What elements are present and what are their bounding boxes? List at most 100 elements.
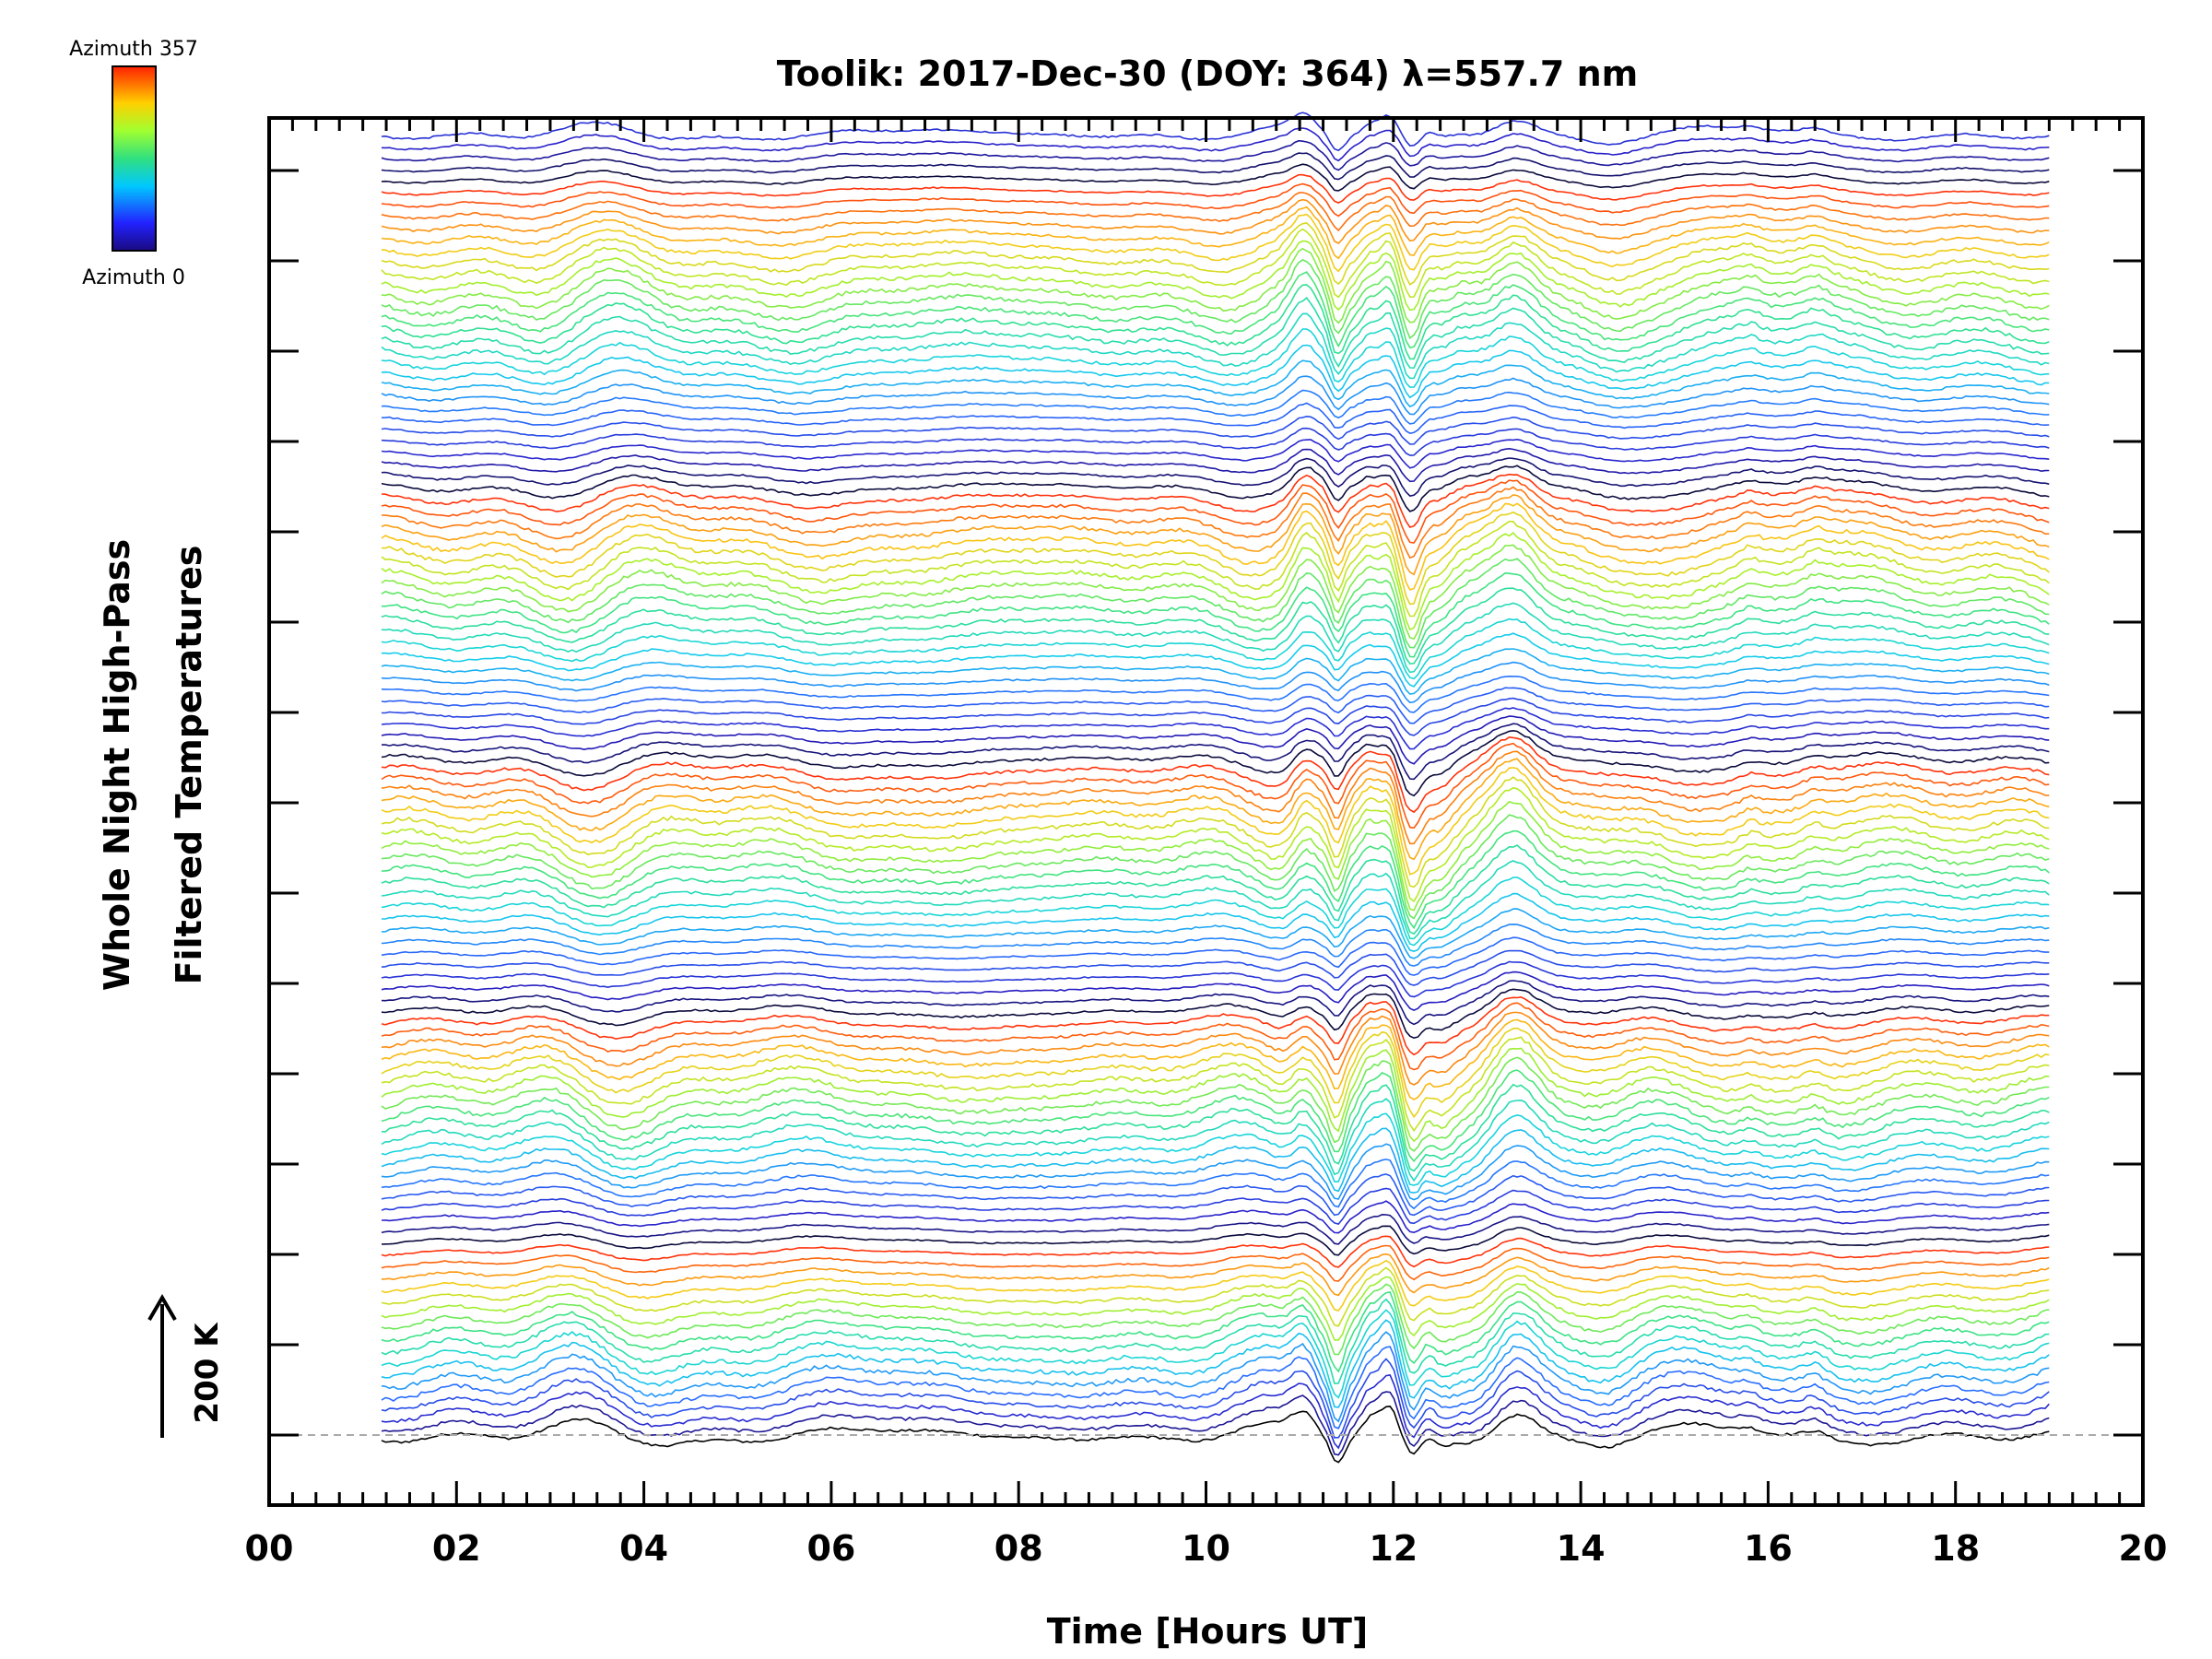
y-axis-label-line1: Whole Night High-Pass <box>97 539 137 991</box>
series-line <box>381 675 2050 713</box>
series-line <box>381 284 2050 360</box>
series-line <box>381 240 2050 312</box>
y-axis-label-line2: Filtered Temperatures <box>169 546 209 985</box>
series-line <box>382 632 2050 688</box>
series-line <box>381 715 2050 765</box>
series-line <box>381 1276 2050 1341</box>
series-line <box>381 1098 2050 1182</box>
series-line <box>381 1002 2050 1071</box>
y-axis-ticks <box>269 169 2143 1437</box>
x-tick-label: 12 <box>1369 1528 1418 1569</box>
x-axis-label: Time [Hours UT] <box>1047 1611 1369 1652</box>
series-line <box>381 271 2050 349</box>
series-line <box>381 767 2050 876</box>
series-line <box>381 1298 2050 1384</box>
series-line <box>381 173 2050 204</box>
series-line <box>381 988 2050 1040</box>
series-line <box>381 924 2050 967</box>
x-axis-tick-labels: 00 02 04 06 08 10 12 14 16 18 20 <box>245 1528 2168 1569</box>
series-line <box>381 936 2050 976</box>
series-line <box>381 228 2050 299</box>
series-line <box>381 521 2050 618</box>
series-line <box>381 502 2050 591</box>
series-line <box>381 980 2050 1026</box>
series-line <box>381 587 2050 665</box>
series-line <box>381 971 2050 1011</box>
x-tick-label: 18 <box>1931 1528 1980 1569</box>
series-line <box>381 1213 2050 1245</box>
series-line <box>381 1036 2050 1133</box>
series-line <box>381 1374 2050 1450</box>
series-line <box>381 735 2050 814</box>
x-tick-label: 16 <box>1744 1528 1793 1569</box>
series-line <box>381 222 2050 286</box>
series-line <box>381 1244 2050 1282</box>
series-line <box>381 258 2050 340</box>
series-line <box>381 297 2050 370</box>
series-line <box>381 192 2050 232</box>
x-tick-label: 14 <box>1557 1528 1606 1569</box>
series-line <box>381 1200 2050 1234</box>
series-line <box>381 1011 2050 1086</box>
series-line <box>381 1069 2050 1163</box>
series-line <box>381 1173 2050 1217</box>
x-tick-label: 06 <box>806 1528 855 1569</box>
series-line <box>381 1319 2050 1408</box>
series-line <box>381 494 2050 576</box>
series-line <box>381 152 2050 181</box>
series-line <box>381 750 2050 845</box>
series-line <box>382 892 2050 952</box>
series-line <box>381 618 2050 680</box>
series-line <box>381 427 2050 456</box>
colorbar: Azimuth 357 Azimuth 0 <box>69 38 198 289</box>
scale-bar-label: 200 K <box>189 1322 226 1424</box>
chart-title: Toolik: 2017-Dec-30 (DOY: 364) λ=557.7 n… <box>777 53 1638 94</box>
series-line <box>381 438 2050 469</box>
series-line <box>381 949 2050 986</box>
series-line <box>381 1406 2050 1464</box>
series-line <box>381 247 2050 324</box>
series-line <box>381 1027 2050 1119</box>
series-line <box>381 707 2050 750</box>
series-line <box>381 465 2050 512</box>
series-line <box>381 206 2050 260</box>
series-line <box>381 558 2050 649</box>
series-line <box>381 758 2050 861</box>
series-line <box>381 1309 2050 1399</box>
series-line <box>381 830 2050 930</box>
series-line <box>381 844 2050 935</box>
series-line <box>381 198 2050 244</box>
series-line <box>381 1290 2050 1373</box>
series-line <box>381 163 2050 192</box>
trace-group <box>381 112 2050 1464</box>
series-line <box>381 402 2050 435</box>
series-line <box>382 213 2050 273</box>
scale-bar: 200 K <box>147 1294 226 1438</box>
series-line <box>381 415 2050 445</box>
series-line <box>381 800 2050 912</box>
series-line <box>381 860 2050 940</box>
colorbar-bottom-label: Azimuth 0 <box>82 266 185 289</box>
series-line <box>381 112 2050 152</box>
series-line <box>381 729 2050 797</box>
series-line <box>381 1259 2050 1312</box>
x-tick-label: 08 <box>994 1528 1043 1569</box>
series-line <box>381 602 2050 674</box>
series-line <box>381 473 2050 529</box>
series-line <box>381 1083 2050 1172</box>
series-line <box>381 1253 2050 1297</box>
series-line <box>381 1127 2050 1194</box>
series-line <box>381 1283 2050 1356</box>
x-tick-label: 02 <box>432 1528 481 1569</box>
series-line <box>381 1266 2050 1327</box>
series-line <box>381 182 2050 218</box>
series-line <box>381 1331 2050 1423</box>
series-line <box>381 1047 2050 1143</box>
series-line <box>381 1159 2050 1210</box>
colorbar-top-label: Azimuth 357 <box>69 38 198 61</box>
series-line <box>381 814 2050 920</box>
series-line <box>381 571 2050 658</box>
series-line <box>381 1143 2050 1201</box>
series-line <box>381 1187 2050 1226</box>
